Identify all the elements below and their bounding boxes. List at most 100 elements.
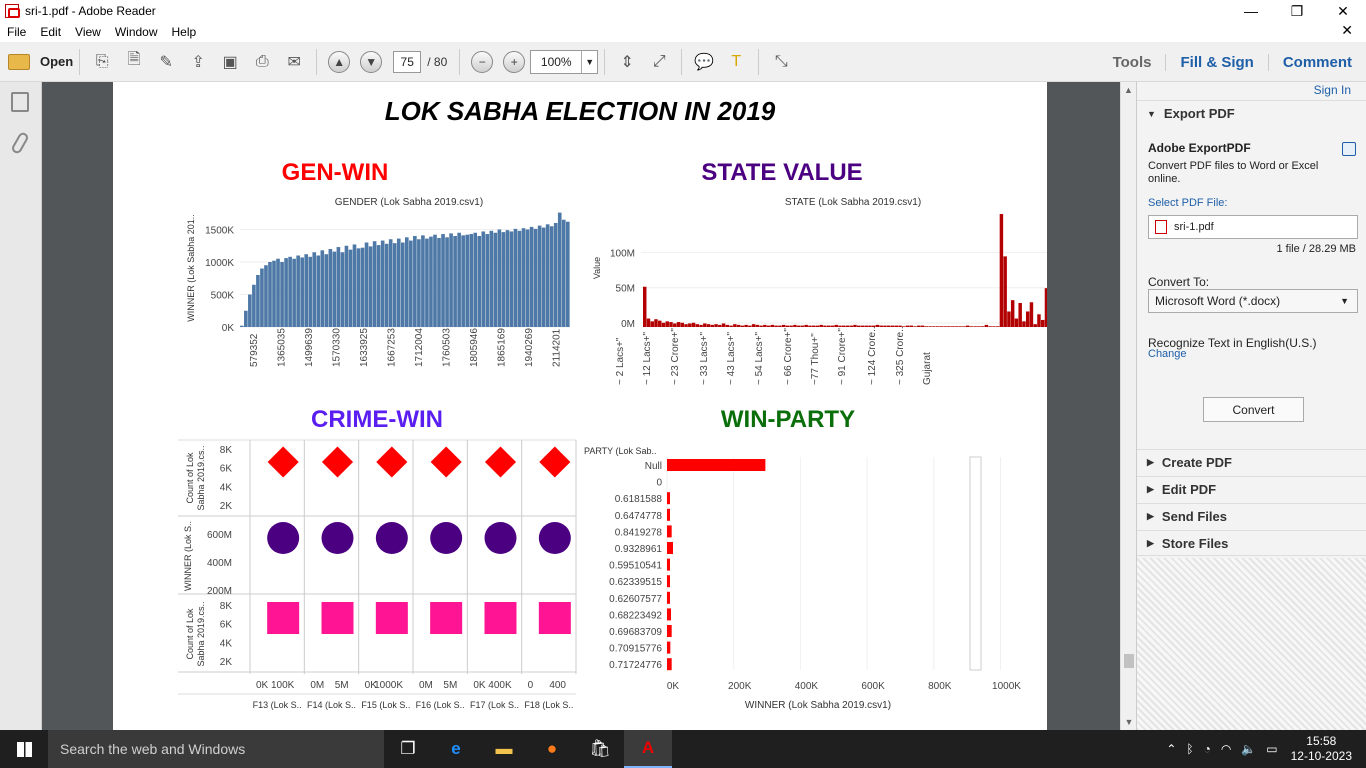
- fit-page-icon[interactable]: ⇕: [620, 53, 634, 71]
- export-pdf-section-header[interactable]: ▼ Export PDF: [1137, 100, 1366, 126]
- adobe-reader-taskbar-icon[interactable]: A: [624, 730, 672, 768]
- bar: [437, 237, 441, 327]
- start-button[interactable]: [0, 730, 48, 768]
- windows-logo-icon: [16, 741, 32, 757]
- diamond-mark: [267, 446, 299, 478]
- attachments-icon[interactable]: [10, 130, 30, 156]
- open-button[interactable]: Open: [8, 53, 73, 70]
- store-files-section[interactable]: ▶ Store Files: [1137, 530, 1366, 556]
- page-number-input[interactable]: 75: [393, 50, 422, 73]
- bar: [1040, 319, 1045, 327]
- convert-format-select[interactable]: Microsoft Word (*.docx) ▼: [1148, 289, 1358, 313]
- fill-sign-link[interactable]: Fill & Sign: [1165, 53, 1267, 71]
- bar: [409, 240, 413, 327]
- menu-help[interactable]: Help: [171, 25, 197, 39]
- menu-window[interactable]: Window: [114, 25, 158, 39]
- bar: [453, 236, 457, 327]
- edit-pdf-section[interactable]: ▶ Edit PDF: [1137, 476, 1366, 502]
- bar: [417, 239, 421, 327]
- selected-file-field[interactable]: sri-1.pdf: [1148, 215, 1358, 239]
- bar: [980, 326, 985, 327]
- fit-width-icon[interactable]: ⤢: [652, 52, 666, 70]
- network-icon[interactable]: ◔: [1203, 742, 1211, 756]
- chevron-down-icon: ▼: [581, 50, 597, 73]
- read-mode-icon[interactable]: ⤡: [774, 52, 788, 70]
- sign-in-link[interactable]: Sign In: [1313, 83, 1351, 97]
- save-icon[interactable]: ▣: [222, 53, 238, 71]
- bar: [667, 608, 672, 621]
- wifi-icon[interactable]: ◠: [1220, 742, 1232, 756]
- change-language-link[interactable]: Change: [1148, 348, 1187, 360]
- clock[interactable]: 15:58 12-10-2023: [1283, 734, 1366, 764]
- bar: [368, 246, 373, 327]
- previous-page-button[interactable]: ▲: [328, 50, 351, 73]
- close-document-button[interactable]: ✕: [1341, 22, 1353, 38]
- y-tick-label: 200M: [207, 586, 232, 597]
- firefox-icon[interactable]: ●: [546, 739, 558, 758]
- bar: [943, 326, 947, 327]
- highlight-text-icon[interactable]: T: [731, 52, 742, 70]
- pdf-file-icon: [1155, 220, 1167, 234]
- bar: [977, 326, 981, 327]
- y-tick-label: 100M: [610, 248, 635, 259]
- convert-button[interactable]: Convert: [1203, 397, 1304, 422]
- notifications-icon[interactable]: ▭: [1266, 742, 1278, 756]
- tools-link[interactable]: Tools: [1112, 53, 1152, 71]
- taskbar-search[interactable]: Search the web and Windows: [48, 730, 384, 768]
- email-icon[interactable]: ✉: [287, 53, 301, 71]
- bar: [759, 325, 763, 327]
- next-page-button[interactable]: ▼: [360, 50, 383, 73]
- bar: [497, 229, 502, 327]
- x-tick-label: 0M: [310, 680, 324, 691]
- bar: [501, 232, 506, 327]
- bar: [469, 234, 474, 327]
- export-pdf-icon[interactable]: 🗎: [127, 51, 141, 68]
- bar: [643, 286, 647, 327]
- bar: [537, 225, 542, 327]
- scroll-down-icon[interactable]: ▼: [1124, 717, 1134, 727]
- task-view-icon[interactable]: ❐: [400, 739, 416, 758]
- page-thumbnails-icon[interactable]: [11, 92, 29, 112]
- comment-link[interactable]: Comment: [1267, 53, 1366, 71]
- send-files-section[interactable]: ▶ Send Files: [1137, 503, 1366, 529]
- convert-to-label: Convert To:: [1148, 275, 1210, 289]
- y-tick-label: 2K: [220, 657, 233, 668]
- edit-pdf-icon[interactable]: ✎: [159, 53, 173, 71]
- x-tick-label: 1760503: [441, 328, 452, 367]
- zoom-in-button[interactable]: +: [503, 50, 526, 73]
- bar: [744, 324, 748, 327]
- upload-icon[interactable]: ⇪: [191, 53, 205, 71]
- show-hidden-icon[interactable]: ⌃: [1166, 742, 1177, 756]
- zoom-select[interactable]: 100% ▼: [530, 49, 599, 74]
- bar: [887, 325, 891, 327]
- zoom-out-button[interactable]: −: [471, 50, 494, 73]
- square-mark: [375, 602, 408, 634]
- bar: [999, 214, 1004, 327]
- restore-button[interactable]: ❐: [1290, 2, 1304, 19]
- menu-view[interactable]: View: [75, 25, 101, 39]
- create-pdf-section[interactable]: ▶ Create PDF: [1137, 449, 1366, 475]
- vertical-scrollbar[interactable]: ▲ ▼: [1120, 82, 1136, 730]
- menu-edit[interactable]: Edit: [40, 25, 62, 39]
- comment-bubble-icon[interactable]: 💬: [694, 53, 715, 71]
- bar: [740, 325, 745, 327]
- document-heading: LOK SABHA ELECTION IN 2019: [385, 96, 776, 126]
- create-pdf-icon[interactable]: ⎘: [95, 52, 109, 70]
- bluetooth-icon[interactable]: ᛒ: [1186, 742, 1194, 756]
- x-tick-label: 1570330: [331, 328, 342, 367]
- file-explorer-icon[interactable]: ▬: [495, 739, 513, 758]
- scroll-thumb[interactable]: [1124, 654, 1134, 668]
- close-window-button[interactable]: ✕: [1337, 2, 1349, 19]
- scroll-up-icon[interactable]: ▲: [1124, 85, 1133, 95]
- bar: [646, 318, 651, 327]
- menu-file[interactable]: File: [7, 25, 27, 39]
- store-icon[interactable]: 🛍: [589, 739, 611, 758]
- bar: [477, 236, 482, 327]
- print-icon[interactable]: ⎙: [255, 52, 269, 70]
- minimize-button[interactable]: —: [1244, 3, 1258, 19]
- state-value-chart: STATE (Lok Sabha 2019.csv1) Value 100M 50M 0…: [592, 197, 1056, 385]
- bar: [658, 320, 662, 327]
- edge-icon[interactable]: e: [451, 739, 461, 758]
- volume-icon[interactable]: 🔈: [1241, 742, 1257, 756]
- bar: [924, 326, 929, 327]
